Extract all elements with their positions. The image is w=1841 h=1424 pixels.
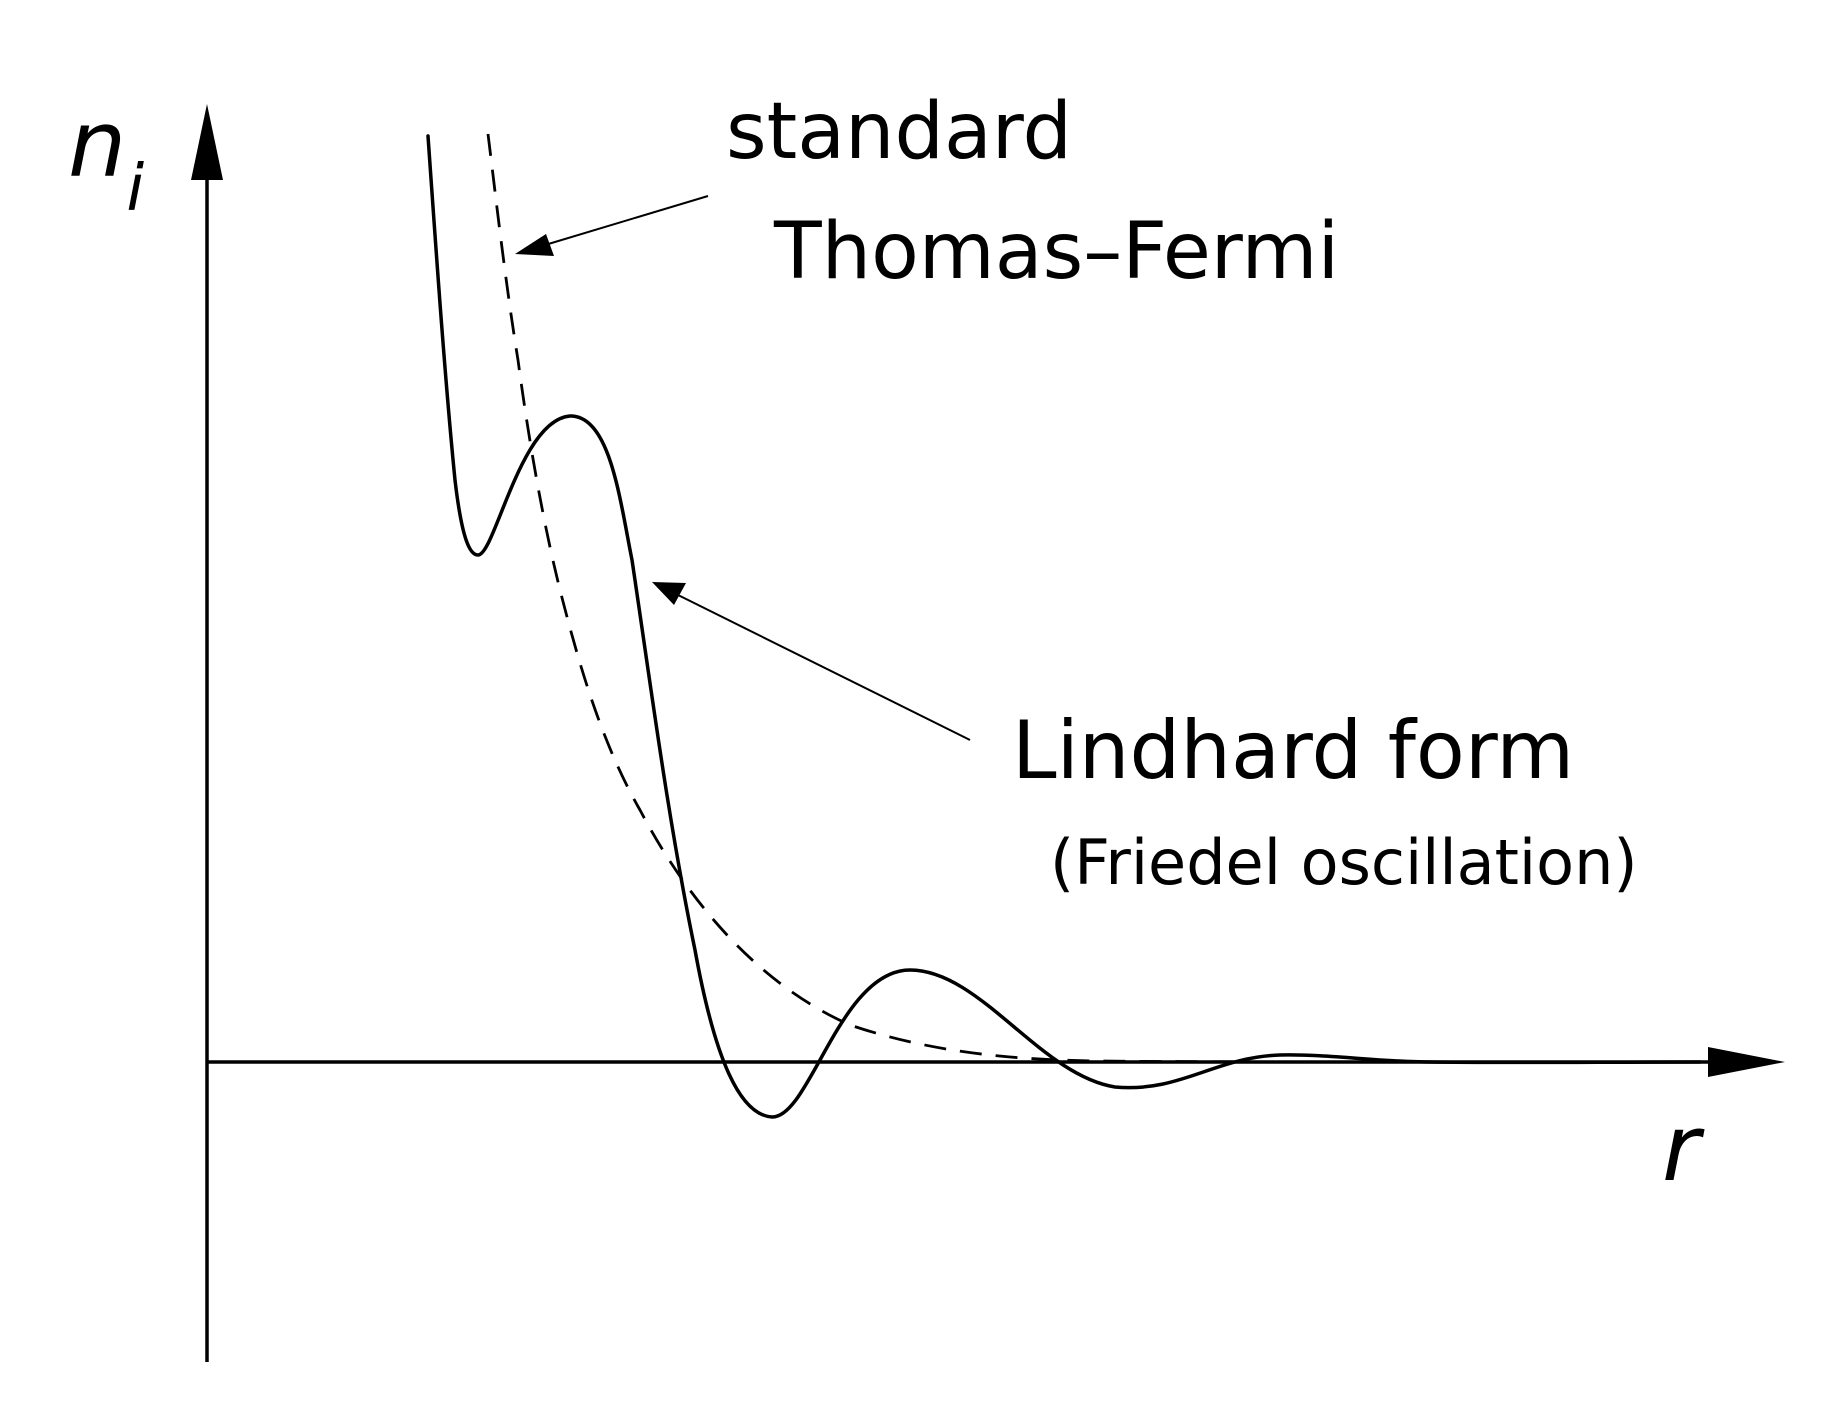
y-axis-label: ni: [68, 91, 144, 226]
y-axis-arrowhead: [191, 104, 223, 180]
thomas-fermi-pointer-arrowhead: [515, 234, 554, 256]
thomas-fermi-label-line2: Thomas–Fermi: [773, 207, 1339, 297]
x-axis-arrowhead: [1708, 1047, 1785, 1077]
thomas-fermi-pointer: [535, 196, 708, 248]
lindhard-pointer: [672, 592, 970, 740]
thomas-fermi-label-line1: standard: [726, 87, 1072, 177]
y-axis-subscript: i: [126, 152, 144, 226]
x-axis-label: r: [1662, 1095, 1705, 1202]
lindhard-pointer-arrowhead: [652, 582, 686, 605]
y-axis-symbol: n: [68, 91, 126, 198]
lindhard-label-line1: Lindhard form: [1012, 704, 1574, 797]
lindhard-label-line2: (Friedel oscillation): [1050, 826, 1638, 899]
